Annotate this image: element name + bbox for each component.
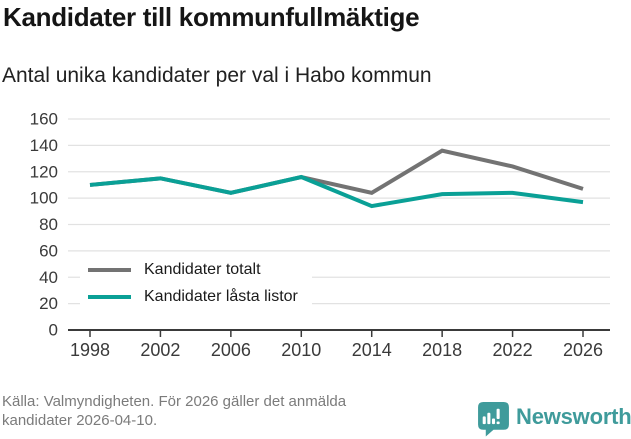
legend-item-lasta-listor: Kandidater låsta listor xyxy=(88,287,298,307)
y-tick-label: 20 xyxy=(39,294,58,313)
legend-label-lasta-listor: Kandidater låsta listor xyxy=(144,288,298,305)
newsworthy-logo: Newsworthy xyxy=(478,402,631,437)
x-tick-label: 2006 xyxy=(211,340,251,360)
legend-swatch-totalt xyxy=(88,268,131,272)
brand-name: Newsworthy xyxy=(516,403,631,429)
x-tick-label: 2018 xyxy=(422,340,462,360)
x-tick-label: 2002 xyxy=(140,340,180,360)
y-tick-label: 120 xyxy=(30,162,58,181)
y-tick-label: 60 xyxy=(39,241,58,260)
y-tick-label: 0 xyxy=(49,321,58,340)
x-tick-label: 1998 xyxy=(70,340,110,360)
y-tick-label: 160 xyxy=(30,110,58,129)
x-tick-label: 2022 xyxy=(493,340,533,360)
legend: Kandidater totalt Kandidater låsta listo… xyxy=(80,258,312,311)
legend-label-totalt: Kandidater totalt xyxy=(144,261,261,278)
page-title: Kandidater till kommunfullmäktige xyxy=(3,2,420,32)
x-tick-label: 2010 xyxy=(281,340,321,360)
source-note: Källa: Valmyndigheten. För 2026 gäller d… xyxy=(2,393,347,429)
page-subtitle: Antal unika kandidater per val i Habo ko… xyxy=(2,64,432,87)
newsworthy-bubble-chart-icon xyxy=(478,402,509,437)
y-tick-label: 80 xyxy=(39,215,58,234)
x-tick-label: 2026 xyxy=(563,340,603,360)
series-line-lasta-listor xyxy=(89,174,584,209)
y-tick-label: 100 xyxy=(30,189,58,208)
legend-item-totalt: Kandidater totalt xyxy=(88,260,298,280)
legend-swatch-lasta-listor xyxy=(88,295,131,299)
y-tick-label: 40 xyxy=(39,268,58,287)
y-tick-label: 140 xyxy=(30,136,58,155)
x-tick-label: 2014 xyxy=(352,340,392,360)
